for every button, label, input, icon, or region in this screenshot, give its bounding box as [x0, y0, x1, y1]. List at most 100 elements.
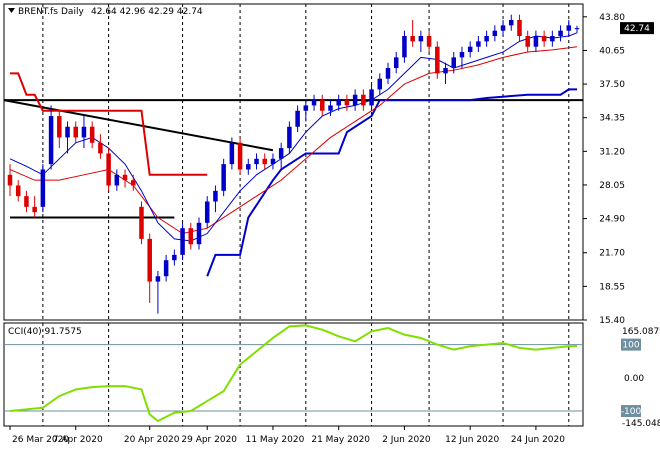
candle: [98, 134, 103, 159]
time-tick-label: 11 May 2020: [246, 435, 305, 445]
price-tag-box: [620, 22, 654, 35]
triangle-down-icon[interactable]: [8, 8, 15, 13]
candle-body: [566, 25, 572, 31]
candle-body: [73, 126, 78, 138]
candle: [295, 105, 300, 133]
cci-level-tag: [621, 405, 641, 418]
candle: [509, 14, 514, 31]
candle-body: [204, 201, 210, 223]
candle: [517, 14, 522, 42]
candle-body: [246, 164, 251, 170]
candle: [196, 217, 202, 250]
candle-body: [213, 190, 218, 202]
price-tick-label: 15.40: [599, 316, 625, 326]
candle: [147, 233, 152, 303]
candle: [246, 158, 251, 175]
candle-body: [15, 185, 21, 197]
time-tick-label: 12 Jun 2020: [445, 435, 499, 445]
candle: [361, 89, 366, 111]
candle: [533, 30, 539, 53]
candle-body: [484, 36, 489, 42]
candle: [402, 30, 407, 63]
candle-body: [328, 105, 333, 111]
candle: [550, 30, 555, 47]
candle-body: [377, 78, 383, 90]
time-tick-label: 24 Jun 2020: [511, 435, 565, 445]
candle-body: [550, 36, 555, 42]
candle: [262, 153, 267, 170]
candle-body: [443, 68, 448, 74]
candle-body: [418, 36, 424, 42]
candle: [15, 180, 21, 202]
price-tick-label: 18.55: [599, 282, 625, 292]
candle: [188, 222, 194, 250]
price-tick-label: 34.35: [599, 114, 625, 124]
candle: [443, 62, 448, 85]
candle: [336, 94, 341, 111]
candle-body: [459, 52, 465, 58]
candle-body: [393, 57, 399, 69]
blue-step-line: [206, 88, 577, 277]
candle-body: [65, 126, 70, 138]
cci-level-tag-label: -100: [621, 407, 642, 417]
time-tick-label: 26 Mar 2020: [12, 435, 69, 445]
cci-level-tag: [621, 338, 641, 351]
price-panel: 43.80 40.65 37.50 34.35 31.20 28.05 24.90 21.70…: [3, 3, 654, 326]
candles: [7, 14, 580, 314]
candle: [320, 94, 325, 117]
candle-body: [7, 174, 13, 186]
candle: [213, 185, 218, 213]
candle: [311, 94, 317, 111]
timeframe-label: Daily: [61, 7, 84, 17]
candle-body: [163, 260, 169, 277]
candle-body: [533, 36, 539, 47]
red-step-line: [10, 72, 208, 176]
candle: [393, 52, 399, 74]
candle: [459, 46, 465, 69]
candle-body: [467, 46, 473, 53]
candle-body: [517, 20, 522, 37]
symbol-label: BRENT.fs: [18, 7, 58, 17]
candle: [377, 73, 383, 95]
candle: [106, 148, 111, 191]
price-tick-label: 40.65: [599, 46, 625, 56]
candle-body: [476, 41, 481, 47]
candle-body: [270, 158, 276, 165]
candle-body: [24, 196, 29, 207]
price-axis: 43.80 40.65 37.50 34.35 31.20 28.05 24.90 21.70…: [583, 13, 625, 326]
time-tick-label: 2 Jun 2020: [382, 435, 431, 445]
candle-body: [541, 36, 547, 42]
candle: [89, 121, 95, 149]
candle: [254, 153, 259, 170]
cci-zero-label: 0.00: [624, 374, 644, 384]
candle-body: [295, 110, 300, 127]
price-tick-label: 28.05: [599, 181, 625, 191]
price-tag-label: 42.74: [624, 24, 650, 34]
candle: [237, 137, 243, 175]
price-tick-label: 21.70: [599, 249, 625, 259]
candle-body: [402, 36, 407, 58]
candle: [204, 196, 210, 229]
candle-body: [558, 30, 563, 37]
candle-body: [492, 30, 498, 37]
candle-body: [221, 164, 226, 191]
cci-panel: CCI(40) 91.7575 165.0879 -145.0488 100 0.…: [3, 322, 660, 429]
candle-body: [98, 142, 103, 154]
candle: [385, 62, 391, 85]
current-price-tag: 42.74: [620, 22, 654, 35]
candle-body: [40, 169, 46, 207]
trend-line: [3, 99, 274, 152]
candle-body: [361, 94, 366, 106]
candle-body: [188, 228, 194, 245]
candle-body: [369, 89, 374, 106]
candle: [566, 20, 572, 37]
candle: [344, 94, 350, 111]
candle: [574, 25, 580, 33]
candle-body: [574, 28, 580, 30]
candle: [558, 25, 563, 42]
candle-body: [114, 174, 120, 186]
candle: [451, 52, 456, 74]
candle-body: [196, 222, 202, 245]
